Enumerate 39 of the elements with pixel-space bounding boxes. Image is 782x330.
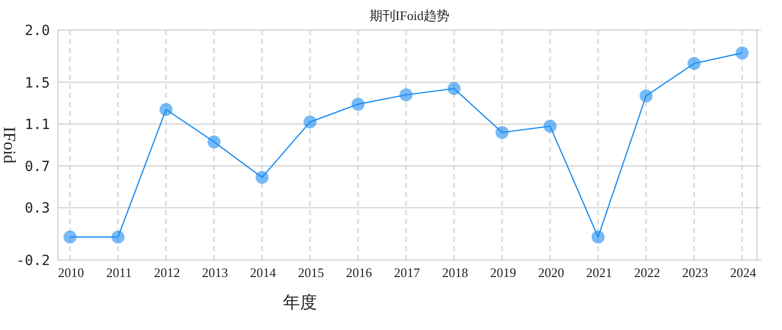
y-tick-label: 0.7 [24, 158, 50, 175]
point [352, 98, 365, 111]
point [112, 230, 125, 244]
point [400, 88, 413, 102]
y-tick-label: 0.3 [24, 200, 50, 217]
point [304, 116, 317, 128]
x-tick-label: 2021 [586, 265, 612, 280]
x-tick-label: 2013 [202, 265, 228, 280]
point [688, 56, 701, 70]
x-tick-label: 2019 [490, 265, 516, 280]
y-tick-label: -0.2 [16, 253, 50, 269]
y-tick-label: 2.0 [24, 23, 50, 39]
x-tick-label: 2022 [634, 265, 660, 280]
x-tick-label: 2015 [298, 265, 324, 280]
y-tick-label: 1.1 [24, 117, 50, 134]
point [496, 126, 509, 139]
x-axis-title: 年度 [283, 293, 317, 312]
point [64, 230, 76, 244]
point [208, 135, 221, 148]
x-tick-label: 2023 [682, 265, 708, 280]
x-tick-label: 2011 [106, 265, 132, 280]
y-tick-label: 1.5 [24, 75, 50, 92]
y-axis-title: IFoid [0, 126, 19, 164]
point [640, 89, 653, 102]
x-tick-label: 2014 [250, 265, 277, 280]
x-tick-label: 2017 [394, 265, 421, 280]
x-tick-label: 2018 [442, 265, 468, 280]
point [736, 46, 749, 60]
x-tick-label: 2016 [346, 265, 373, 280]
x-tick-label: 2012 [154, 265, 180, 280]
x-tick-label: 2010 [58, 265, 84, 280]
point [544, 120, 557, 133]
x-tick-label: 2020 [538, 265, 564, 280]
chart-title: 期刊IFoid趋势 [369, 8, 450, 23]
point [256, 170, 269, 184]
x-tick-label: 2024 [730, 265, 757, 280]
point [160, 102, 173, 116]
point [592, 230, 605, 244]
point [448, 82, 461, 96]
